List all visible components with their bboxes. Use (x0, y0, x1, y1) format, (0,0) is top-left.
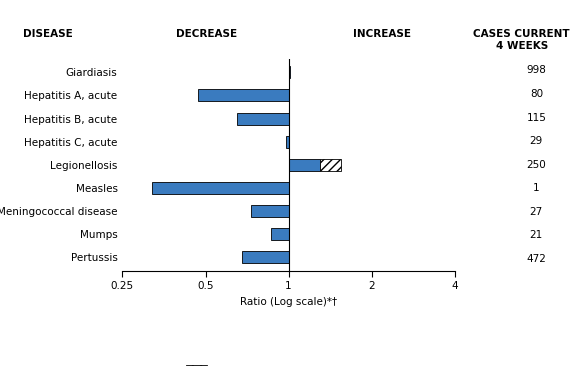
Bar (286, 136, 289, 147)
X-axis label: Ratio (Log scale)*†: Ratio (Log scale)*† (240, 297, 337, 307)
Bar (251, 205, 289, 217)
Text: 472: 472 (526, 254, 546, 264)
Text: 27: 27 (530, 207, 543, 217)
Text: INCREASE: INCREASE (353, 29, 411, 38)
Bar (243, 251, 289, 263)
Bar (271, 228, 289, 240)
Bar (152, 182, 289, 194)
Bar (289, 159, 320, 171)
Text: 115: 115 (526, 112, 546, 123)
Text: 250: 250 (526, 160, 546, 170)
Bar (320, 159, 341, 171)
Text: DECREASE: DECREASE (177, 29, 237, 38)
Bar (289, 66, 290, 78)
Text: DISEASE: DISEASE (23, 29, 73, 38)
Text: CASES CURRENT
4 WEEKS: CASES CURRENT 4 WEEKS (473, 29, 570, 51)
Legend: Beyond historical limits: Beyond historical limits (186, 365, 338, 366)
Text: 29: 29 (530, 136, 543, 146)
Text: 998: 998 (526, 66, 546, 75)
Bar (237, 113, 289, 124)
Text: 80: 80 (530, 89, 543, 99)
Bar (198, 89, 289, 101)
Text: 1: 1 (533, 183, 540, 193)
Text: 21: 21 (530, 231, 543, 240)
